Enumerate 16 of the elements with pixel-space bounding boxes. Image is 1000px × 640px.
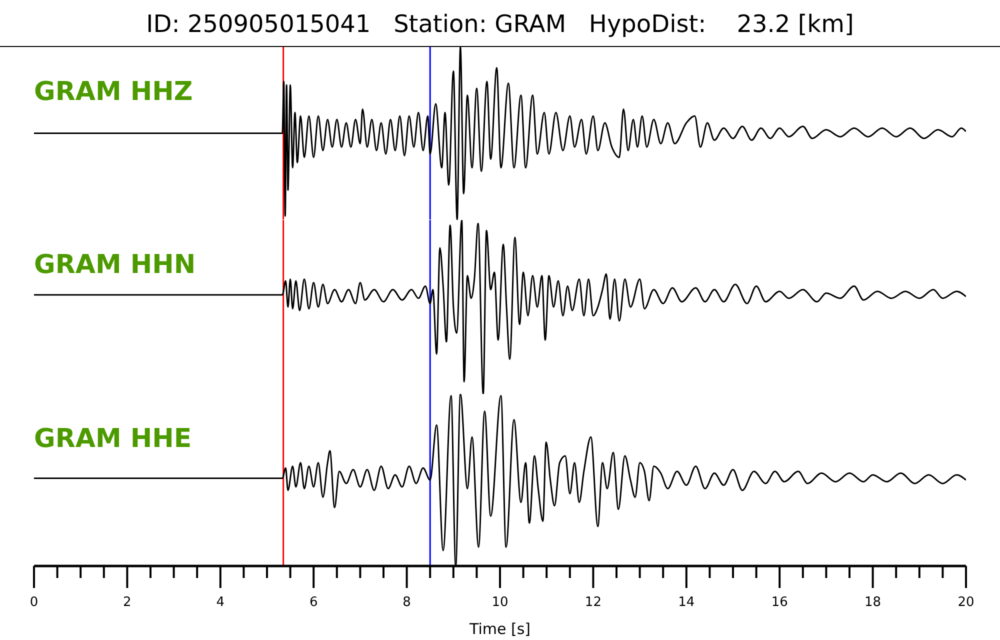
x-tick-label: 12 <box>584 595 602 610</box>
x-axis-title: Time [s] <box>468 620 530 638</box>
x-tick-label: 18 <box>864 595 882 610</box>
x-tick-label: 20 <box>958 595 974 610</box>
chart-title: ID: 250905015041 Station: GRAM HypoDist: 23.2 [km] <box>145 10 855 38</box>
series-label: GRAM HHN <box>34 250 196 280</box>
x-tick-label: 0 <box>30 595 38 610</box>
x-tick-label: 6 <box>309 595 318 610</box>
x-tick-label: 14 <box>678 595 695 610</box>
x-tick-label: 2 <box>123 595 132 610</box>
x-tick-label: 10 <box>492 595 508 610</box>
x-tick-label: 8 <box>402 595 411 610</box>
series-label: GRAM HHE <box>34 424 192 454</box>
series-label: GRAM HHZ <box>34 77 193 107</box>
x-tick-label: 16 <box>771 595 788 610</box>
x-tick-label: 4 <box>216 595 225 610</box>
